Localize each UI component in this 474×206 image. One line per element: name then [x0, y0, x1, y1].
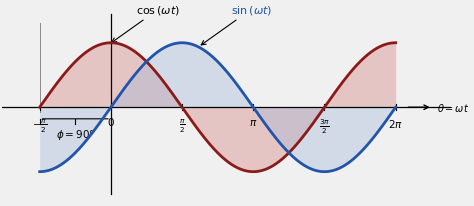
Text: $\frac{\pi}{2}$: $\frac{\pi}{2}$: [179, 117, 185, 134]
Text: $-\frac{\pi}{2}$: $-\frac{\pi}{2}$: [32, 117, 47, 134]
Text: $2\pi$: $2\pi$: [388, 117, 403, 129]
Text: $\mathrm{sin}\,(\omega t)$: $\mathrm{sin}\,(\omega t)$: [201, 4, 272, 46]
Text: $\mathrm{cos}\,(\omega t)$: $\mathrm{cos}\,(\omega t)$: [112, 4, 181, 43]
Text: $\frac{3\pi}{2}$: $\frac{3\pi}{2}$: [319, 117, 330, 136]
Text: $\pi$: $\pi$: [249, 117, 257, 127]
Text: $\phi = 90°$: $\phi = 90°$: [56, 127, 95, 141]
Text: 0: 0: [108, 117, 114, 127]
Text: $\theta = \omega t$: $\theta = \omega t$: [437, 102, 469, 114]
